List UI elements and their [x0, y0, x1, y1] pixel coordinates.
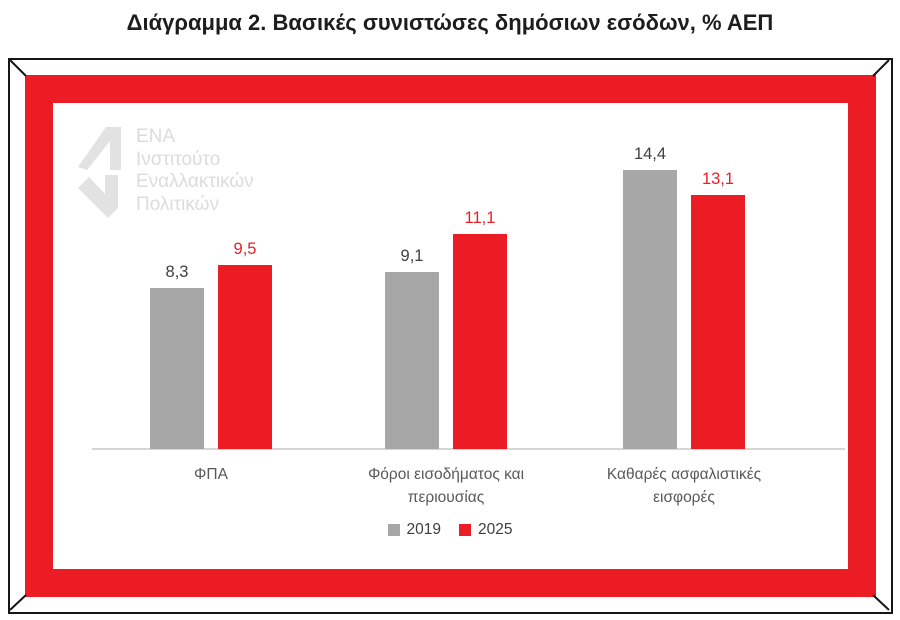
bar-value-label-2025-3: 13,1: [701, 170, 735, 188]
bar-2025-3: [691, 195, 745, 449]
bar-2025-1: [218, 265, 272, 449]
ena-logo: ΕΝΑ Ινστιτούτο Εναλλακτικών Πολιτικών: [77, 120, 254, 218]
logo-text-line: ΕΝΑ: [136, 126, 176, 147]
legend-swatch-2025: [459, 524, 471, 536]
legend-label-2025: 2025: [478, 521, 513, 538]
bar-value-label-2019-3: 14,4: [633, 145, 667, 163]
page-title: Διάγραμμα 2. Βασικές συνιστώσες δημόσιων…: [126, 10, 774, 35]
category-label-fpa: ΦΠΑ: [194, 466, 228, 483]
ena-logo-text: ΕΝΑ Ινστιτούτο Εναλλακτικών Πολιτικών: [136, 126, 254, 218]
bar-value-label-2019-1: 8,3: [165, 263, 189, 281]
bar-2025-2: [453, 234, 507, 449]
chart-legend: 2019 2025: [52, 521, 848, 539]
bar-value-label-2019-2: 9,1: [400, 247, 424, 265]
bar-2019-1: [150, 288, 204, 449]
category-label-insurance-contributions: Καθαρές ασφαλιστικές εισφορές: [606, 466, 762, 506]
bar-2019-2: [385, 272, 439, 449]
category-label-income-taxes: Φόροι εισοδήματος και περιουσίας: [367, 466, 525, 506]
legend-item-2025: 2025: [459, 521, 512, 539]
chart-frame-red-band: [25, 75, 876, 597]
bar-value-label-2025-2: 11,1: [464, 209, 496, 227]
bar-2019-3: [623, 170, 677, 449]
ena-logo-icon: [78, 127, 121, 218]
logo-text-line: Πολιτικών: [136, 193, 219, 215]
logo-text-line: Εναλλακτικών: [136, 171, 254, 192]
x-axis-baseline: [92, 448, 845, 450]
legend-swatch-2019: [387, 524, 400, 536]
bar-value-label-2025-1: 9,5: [233, 240, 257, 258]
chart-frame: [8, 58, 893, 614]
legend-label-2019: 2019: [406, 521, 441, 538]
legend-item-2019: 2019: [387, 521, 441, 539]
logo-text-line: Ινστιτούτο: [136, 148, 221, 170]
